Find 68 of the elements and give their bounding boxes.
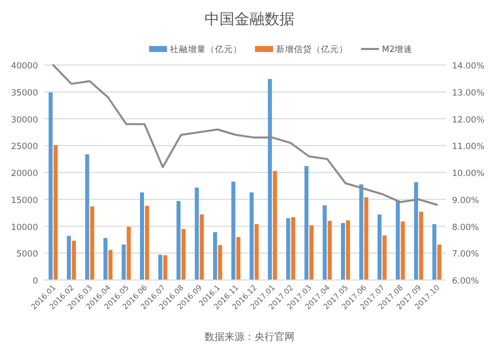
y2-tick-label: 12.00% — [452, 115, 484, 126]
bar — [236, 237, 240, 280]
bar — [122, 244, 126, 280]
legend-label: M2增速 — [382, 44, 413, 55]
y-tick-label: 25000 — [10, 142, 38, 152]
bar — [340, 223, 345, 280]
y2-tick-label: 10.00% — [452, 169, 484, 179]
bar — [72, 240, 76, 280]
y-tick-label: 15000 — [10, 196, 38, 206]
chart-title: 中国金融数据 — [204, 10, 294, 28]
bar — [163, 255, 168, 280]
bar — [158, 254, 162, 280]
bar — [268, 78, 272, 280]
bar — [346, 220, 350, 280]
bar — [145, 206, 150, 280]
bar — [396, 200, 400, 280]
y2-tick-label: 9.00% — [452, 196, 480, 206]
y-tick-label: 35000 — [10, 88, 38, 98]
bar — [85, 154, 90, 280]
bar — [218, 245, 222, 280]
y-tick-label: 0 — [32, 276, 38, 286]
y2-tick-label: 13.00% — [452, 88, 484, 98]
y-tick-label: 40000 — [10, 62, 38, 72]
bar — [328, 220, 332, 280]
y2-tick-label: 8.00% — [452, 222, 480, 233]
bar — [322, 205, 327, 280]
line-series — [52, 64, 438, 206]
legend-label: 社融增量（亿元） — [170, 44, 242, 55]
bar — [272, 170, 277, 280]
bar — [194, 188, 199, 280]
bar — [382, 235, 387, 280]
bar — [54, 145, 58, 280]
legend-label: 新增信贷（亿元） — [276, 44, 348, 55]
bar — [309, 225, 314, 280]
bar — [231, 182, 236, 280]
bar — [250, 192, 254, 280]
bar — [176, 200, 181, 280]
bar — [364, 197, 368, 280]
bar — [291, 217, 296, 280]
bar — [66, 236, 71, 280]
y-tick-label: 20000 — [10, 169, 38, 179]
bar — [126, 226, 131, 280]
source-note: 数据来源：央行官网 — [204, 331, 294, 343]
y2-tick-label: 6.00% — [452, 276, 480, 286]
y2-tick-label: 11.00% — [452, 142, 484, 152]
y2-tick-label: 7.00% — [452, 250, 480, 260]
bar — [400, 221, 405, 280]
bar — [103, 238, 108, 280]
y-tick-label: 5000 — [16, 250, 38, 260]
y-tick-label: 30000 — [10, 115, 38, 126]
bar — [213, 232, 218, 280]
bar — [419, 212, 424, 280]
bar — [432, 224, 436, 280]
bar — [304, 166, 308, 280]
bar — [437, 244, 442, 280]
bar — [90, 206, 94, 280]
bar — [414, 182, 418, 280]
bar — [286, 218, 290, 280]
y2-tick-label: 14.00% — [452, 62, 484, 72]
y-tick-label: 10000 — [10, 222, 38, 233]
bar — [108, 250, 112, 280]
bar — [378, 214, 382, 280]
bar — [48, 92, 53, 280]
bar — [140, 192, 144, 280]
bar — [359, 184, 364, 280]
bar — [200, 214, 204, 280]
bar — [254, 224, 259, 280]
bar — [182, 228, 186, 280]
